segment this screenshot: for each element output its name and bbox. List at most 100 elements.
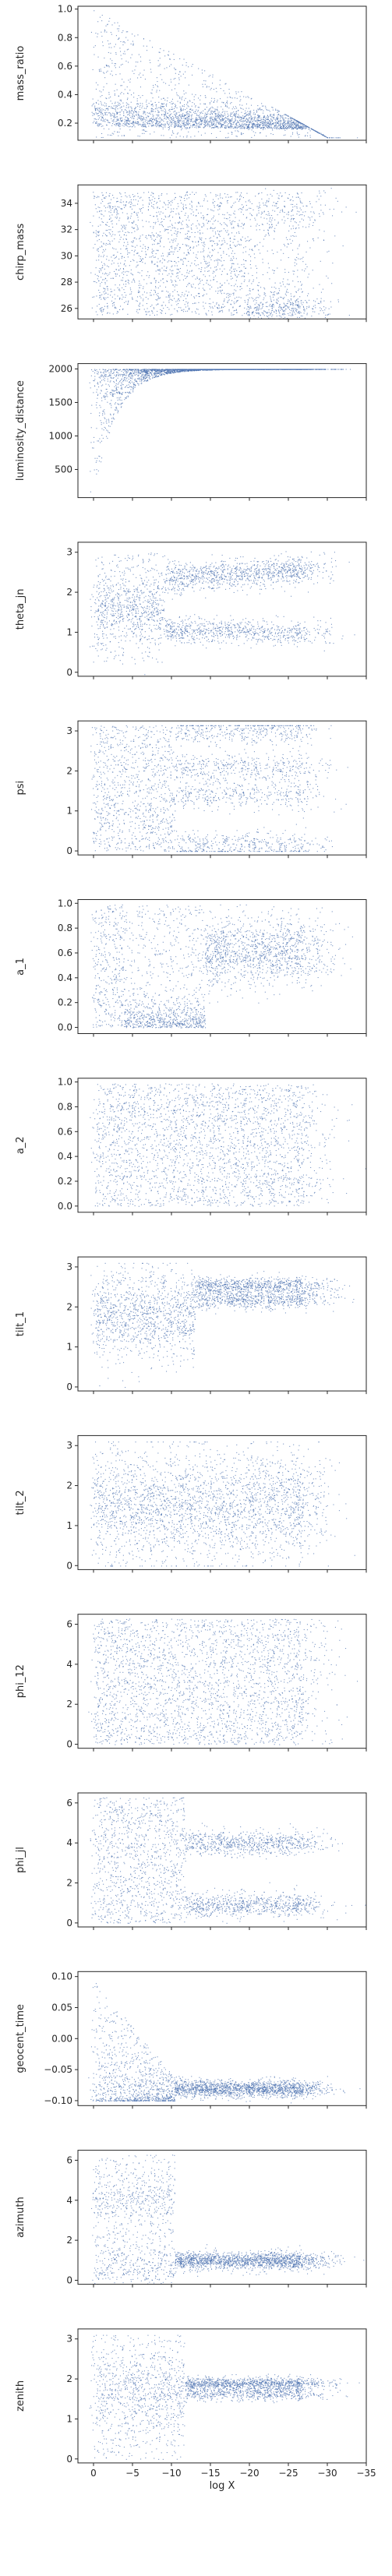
scatter-point: [199, 288, 200, 289]
scatter-point: [249, 249, 250, 250]
scatter-point: [247, 126, 248, 127]
scatter-point: [185, 234, 186, 235]
scatter-point: [247, 128, 248, 129]
scatter-point: [160, 260, 161, 261]
scatter-point: [300, 200, 301, 201]
scatter-point: [201, 269, 202, 270]
scatter-point: [169, 249, 170, 250]
scatter-point: [118, 220, 119, 221]
scatter-point: [279, 288, 280, 289]
scatter-point: [165, 216, 166, 217]
scatter-point: [217, 113, 218, 114]
scatter-point: [292, 206, 293, 207]
scatter-point: [114, 212, 115, 213]
scatter-point: [150, 123, 151, 124]
scatter-point: [241, 121, 242, 122]
scatter-point: [207, 111, 208, 112]
scatter-point: [254, 308, 255, 309]
scatter-point: [169, 58, 170, 59]
scatter-point: [156, 126, 157, 127]
scatter-point: [256, 297, 257, 298]
scatter-point: [299, 244, 300, 245]
scatter-point: [178, 214, 179, 215]
scatter-point: [300, 202, 301, 203]
scatter-point: [95, 123, 96, 124]
scatter-point: [153, 216, 154, 217]
scatter-point: [200, 271, 201, 272]
scatter-point: [157, 86, 158, 87]
scatter-point: [115, 108, 116, 109]
scatter-point: [181, 110, 182, 111]
scatter-point: [105, 249, 106, 250]
scatter-point: [226, 218, 227, 219]
scatter-point: [118, 28, 119, 29]
scatter-point: [285, 294, 286, 295]
scatter-point: [310, 135, 311, 136]
scatter-point: [237, 127, 238, 128]
scatter-point: [295, 308, 296, 309]
scatter-point: [198, 97, 199, 98]
scatter-point: [140, 210, 141, 211]
scatter-point: [309, 201, 310, 202]
scatter-point: [244, 113, 245, 114]
scatter-point: [241, 209, 242, 210]
scatter-point: [239, 120, 240, 121]
scatter-point: [168, 200, 169, 201]
scatter-point: [264, 122, 265, 123]
scatter-point: [138, 212, 139, 213]
scatter-point: [255, 132, 256, 133]
scatter-point: [300, 208, 301, 209]
scatter-point: [294, 271, 295, 272]
scatter-point: [303, 220, 304, 221]
scatter-point: [223, 90, 224, 91]
scatter-point: [97, 100, 98, 101]
scatter-point: [108, 122, 109, 123]
scatter-point: [119, 231, 120, 232]
scatter-point: [165, 83, 166, 84]
scatter-point: [292, 302, 293, 303]
scatter-point: [281, 196, 282, 197]
scatter-point: [301, 300, 302, 301]
scatter-point: [114, 131, 115, 132]
scatter-point: [130, 197, 131, 198]
scatter-point: [211, 219, 212, 220]
scatter-point: [235, 217, 236, 218]
scatter-point: [251, 122, 252, 123]
scatter-point: [184, 116, 185, 117]
scatter-point: [202, 69, 203, 70]
scatter-point: [134, 36, 135, 37]
scatter-point: [248, 299, 249, 300]
scatter-point: [243, 197, 244, 198]
scatter-point: [143, 46, 144, 47]
scatter-point: [213, 217, 214, 218]
scatter-point: [245, 116, 246, 117]
scatter-point: [275, 309, 276, 310]
scatter-point: [137, 119, 138, 120]
scatter-point: [101, 309, 102, 310]
scatter-point: [174, 233, 175, 234]
scatter-point: [109, 94, 110, 95]
scatter-point: [291, 120, 292, 121]
scatter-point: [295, 120, 296, 121]
scatter-point: [294, 236, 295, 237]
scatter-point: [220, 260, 221, 261]
scatter-point: [212, 114, 213, 115]
scatter-point: [177, 310, 178, 311]
scatter-point: [140, 256, 141, 257]
scatter-point: [139, 117, 140, 118]
scatter-point: [249, 288, 250, 289]
scatter-point: [240, 117, 241, 118]
scatter-point: [144, 112, 145, 113]
scatter-point: [255, 120, 256, 121]
scatter-point: [195, 111, 196, 112]
scatter-point: [287, 289, 288, 290]
scatter-point: [120, 306, 121, 307]
scatter-point: [140, 197, 141, 198]
scatter-point: [301, 285, 302, 286]
scatter-point: [155, 102, 156, 103]
scatter-point: [208, 248, 209, 249]
scatter-point: [293, 125, 294, 126]
scatter-point: [276, 125, 277, 126]
scatter-point: [268, 125, 269, 126]
scatter-point: [105, 114, 106, 115]
